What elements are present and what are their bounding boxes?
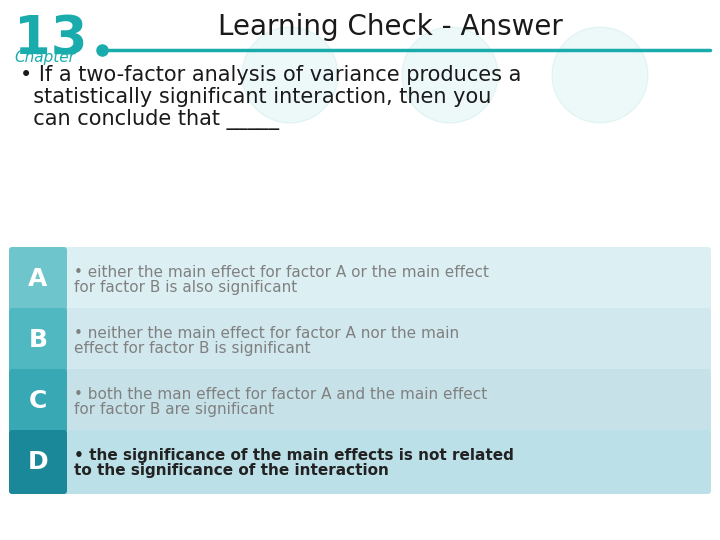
Text: C: C: [29, 389, 48, 413]
Circle shape: [242, 27, 338, 123]
Text: • If a two-factor analysis of variance produces a: • If a two-factor analysis of variance p…: [20, 65, 521, 85]
Text: • either the main effect for factor A or the main effect: • either the main effect for factor A or…: [74, 265, 489, 280]
Text: 13: 13: [14, 13, 88, 65]
Text: B: B: [29, 328, 48, 352]
Text: can conclude that _____: can conclude that _____: [20, 109, 279, 130]
Text: to the significance of the interaction: to the significance of the interaction: [74, 463, 389, 478]
Text: statistically significant interaction, then you: statistically significant interaction, t…: [20, 87, 491, 107]
Text: for factor B are significant: for factor B are significant: [74, 402, 274, 417]
Text: • both the man effect for factor A and the main effect: • both the man effect for factor A and t…: [74, 387, 487, 402]
Text: D: D: [27, 450, 48, 474]
Text: for factor B is also significant: for factor B is also significant: [74, 280, 297, 295]
FancyBboxPatch shape: [9, 369, 67, 433]
Circle shape: [402, 27, 498, 123]
Text: Learning Check - Answer: Learning Check - Answer: [217, 13, 562, 41]
Text: effect for factor B is significant: effect for factor B is significant: [74, 341, 310, 356]
FancyBboxPatch shape: [9, 308, 67, 372]
Text: Chapter: Chapter: [14, 50, 75, 65]
Text: • neither the main effect for factor A nor the main: • neither the main effect for factor A n…: [74, 326, 459, 341]
Text: • the significance of the main effects is not related: • the significance of the main effects i…: [74, 448, 514, 463]
FancyBboxPatch shape: [9, 369, 711, 433]
Circle shape: [552, 27, 648, 123]
FancyBboxPatch shape: [9, 247, 67, 311]
FancyBboxPatch shape: [9, 430, 711, 494]
Text: A: A: [28, 267, 48, 291]
FancyBboxPatch shape: [9, 430, 67, 494]
FancyBboxPatch shape: [9, 247, 711, 311]
FancyBboxPatch shape: [9, 308, 711, 372]
